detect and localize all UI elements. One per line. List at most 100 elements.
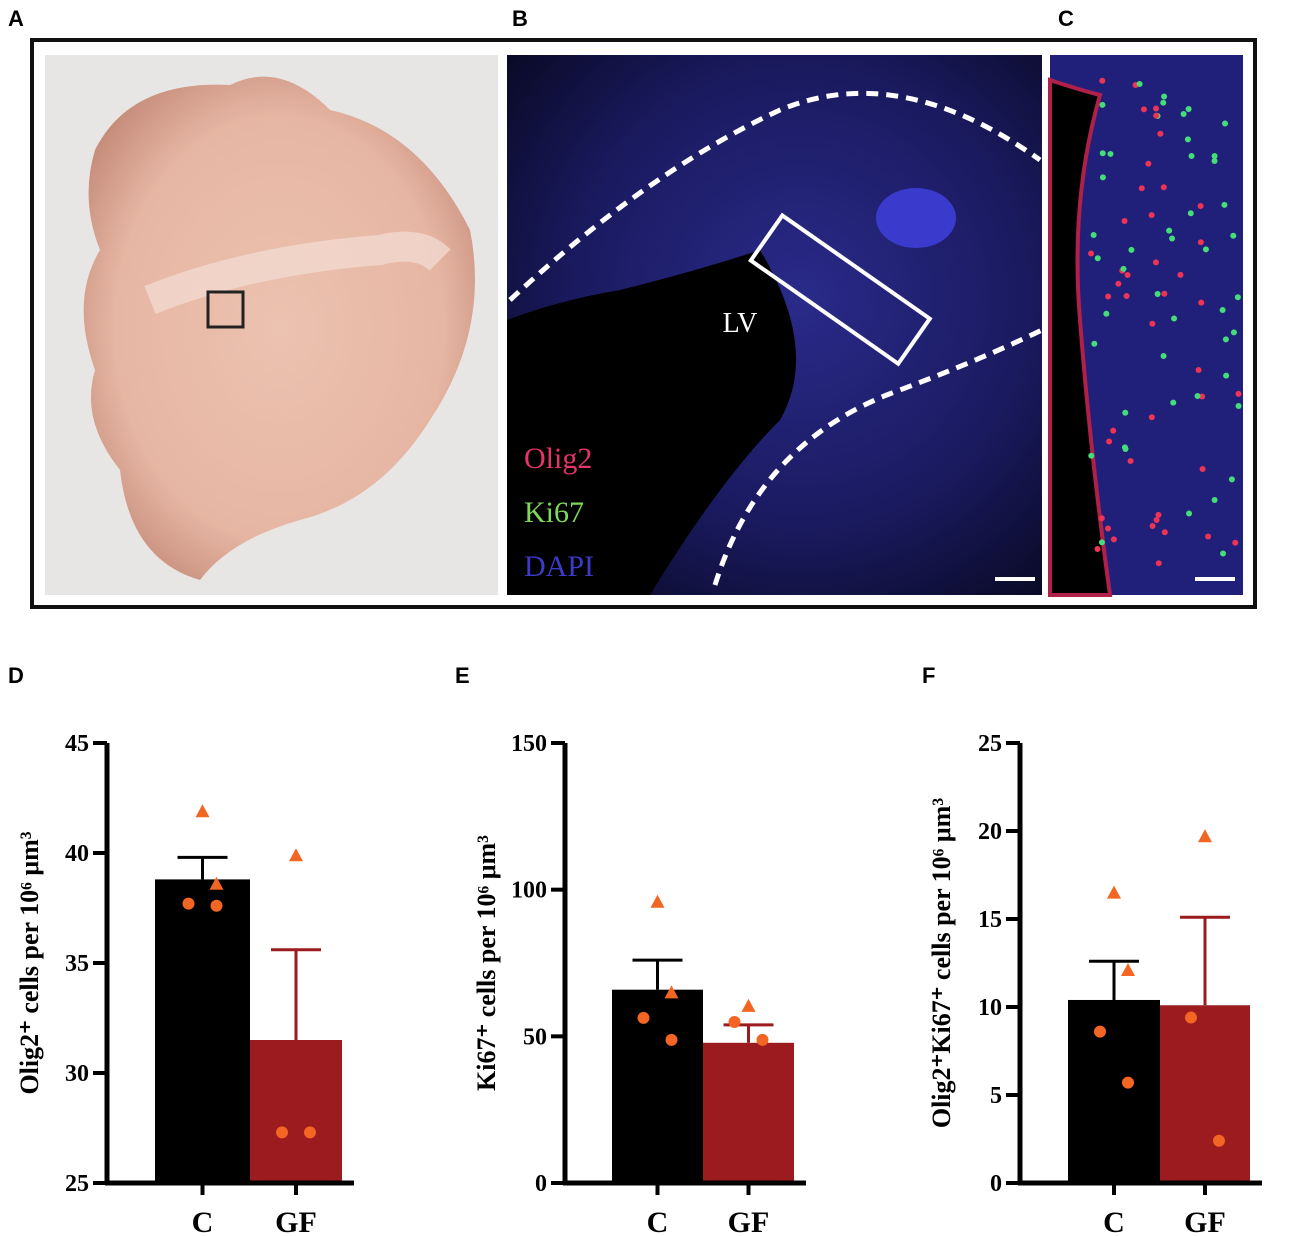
y-tick-label: 10 [978, 995, 1002, 1021]
cell [1219, 307, 1226, 314]
x-tick-label: GF [275, 1206, 317, 1236]
ventricle [1048, 77, 1113, 597]
cell [1153, 517, 1160, 524]
cell [1230, 329, 1237, 336]
cell [1145, 160, 1152, 167]
y-tick-label: 50 [523, 1024, 547, 1050]
cell [1099, 101, 1106, 108]
cell [1220, 550, 1227, 557]
y-tick-label: 100 [511, 878, 547, 904]
cell [1124, 272, 1131, 279]
cell [1235, 403, 1242, 410]
panel-label: D [8, 663, 24, 688]
cell [1149, 523, 1156, 530]
cell [1211, 153, 1218, 160]
cell [1199, 393, 1206, 400]
cell [1152, 259, 1159, 266]
data-point [289, 848, 303, 862]
y-tick-label: 0 [990, 1171, 1002, 1197]
cell [1234, 294, 1241, 301]
y-tick-label: 5 [990, 1083, 1002, 1109]
cell [1232, 539, 1239, 546]
cell [1090, 232, 1097, 239]
y-tick-label: 40 [65, 841, 89, 867]
bar [703, 1042, 794, 1183]
y-tick-label: 0 [535, 1171, 547, 1197]
cell [1094, 545, 1101, 552]
cell [1199, 466, 1206, 473]
cell [1088, 452, 1095, 459]
x-tick-label: GF [1184, 1206, 1226, 1236]
bar [1068, 999, 1160, 1183]
y-tick-label: 25 [65, 1171, 89, 1197]
cell [1099, 77, 1106, 84]
cell [1222, 336, 1229, 343]
cells [1088, 77, 1242, 567]
cell [1155, 511, 1162, 518]
data-point [1107, 885, 1121, 899]
panel-label: E [455, 663, 470, 688]
cell [1184, 136, 1191, 143]
cell [1123, 293, 1130, 300]
white-matter [144, 231, 451, 314]
cell [1105, 525, 1112, 532]
cell [1161, 93, 1168, 100]
cell [1188, 152, 1195, 159]
panel-label: F [922, 663, 935, 688]
panel-label: C [1058, 6, 1074, 31]
data-point [650, 894, 665, 908]
bar [155, 879, 250, 1183]
bar [250, 1040, 342, 1183]
cell [1228, 476, 1235, 483]
data-point [195, 804, 210, 818]
data-point [741, 998, 756, 1012]
data-point [1198, 829, 1212, 843]
cell [1230, 232, 1237, 239]
cell [1186, 510, 1193, 517]
cell [1222, 120, 1229, 127]
y-tick-label: 20 [978, 819, 1002, 845]
data-point [1121, 963, 1135, 977]
x-tick-label: C [1103, 1206, 1125, 1236]
cell [1195, 367, 1202, 374]
cell [1198, 299, 1205, 306]
data-point [637, 1011, 650, 1024]
y-tick-label: 150 [511, 731, 547, 757]
cell [1171, 315, 1178, 322]
cell [1110, 427, 1117, 434]
cell [1160, 184, 1167, 191]
y-axis-label: Ki67⁺ cells per 10⁶ μm³ [472, 835, 501, 1091]
roi-box [206, 290, 245, 329]
data-point [1122, 1076, 1134, 1089]
error-bar [177, 855, 228, 880]
cell [1140, 106, 1147, 113]
cell [1170, 399, 1177, 406]
roi-box [748, 212, 933, 367]
error-bar [1089, 959, 1139, 1000]
y-axis-label: Olig2⁺Ki67⁺ cells per 10⁶ μm³ [927, 798, 956, 1128]
data-point [1185, 1011, 1197, 1024]
stain-label: Olig2 [524, 442, 592, 475]
cell [1194, 392, 1201, 399]
cell [1094, 255, 1101, 262]
cell [1177, 271, 1184, 278]
cell [1180, 111, 1187, 118]
cell [1211, 497, 1218, 504]
data-point [756, 1033, 769, 1046]
cell [1121, 444, 1128, 451]
cell [1099, 150, 1106, 157]
cell [1099, 174, 1106, 181]
data-point [665, 1033, 678, 1046]
cell [1185, 106, 1192, 113]
cell [1120, 265, 1127, 272]
y-tick-label: 15 [978, 907, 1002, 933]
cell [1223, 372, 1230, 379]
panel-label: B [512, 6, 528, 31]
cell [1098, 515, 1105, 522]
cell [1160, 353, 1167, 360]
cell [1121, 217, 1128, 224]
cell [1110, 536, 1117, 543]
cell [1153, 105, 1160, 112]
x-tick-label: C [647, 1206, 669, 1236]
